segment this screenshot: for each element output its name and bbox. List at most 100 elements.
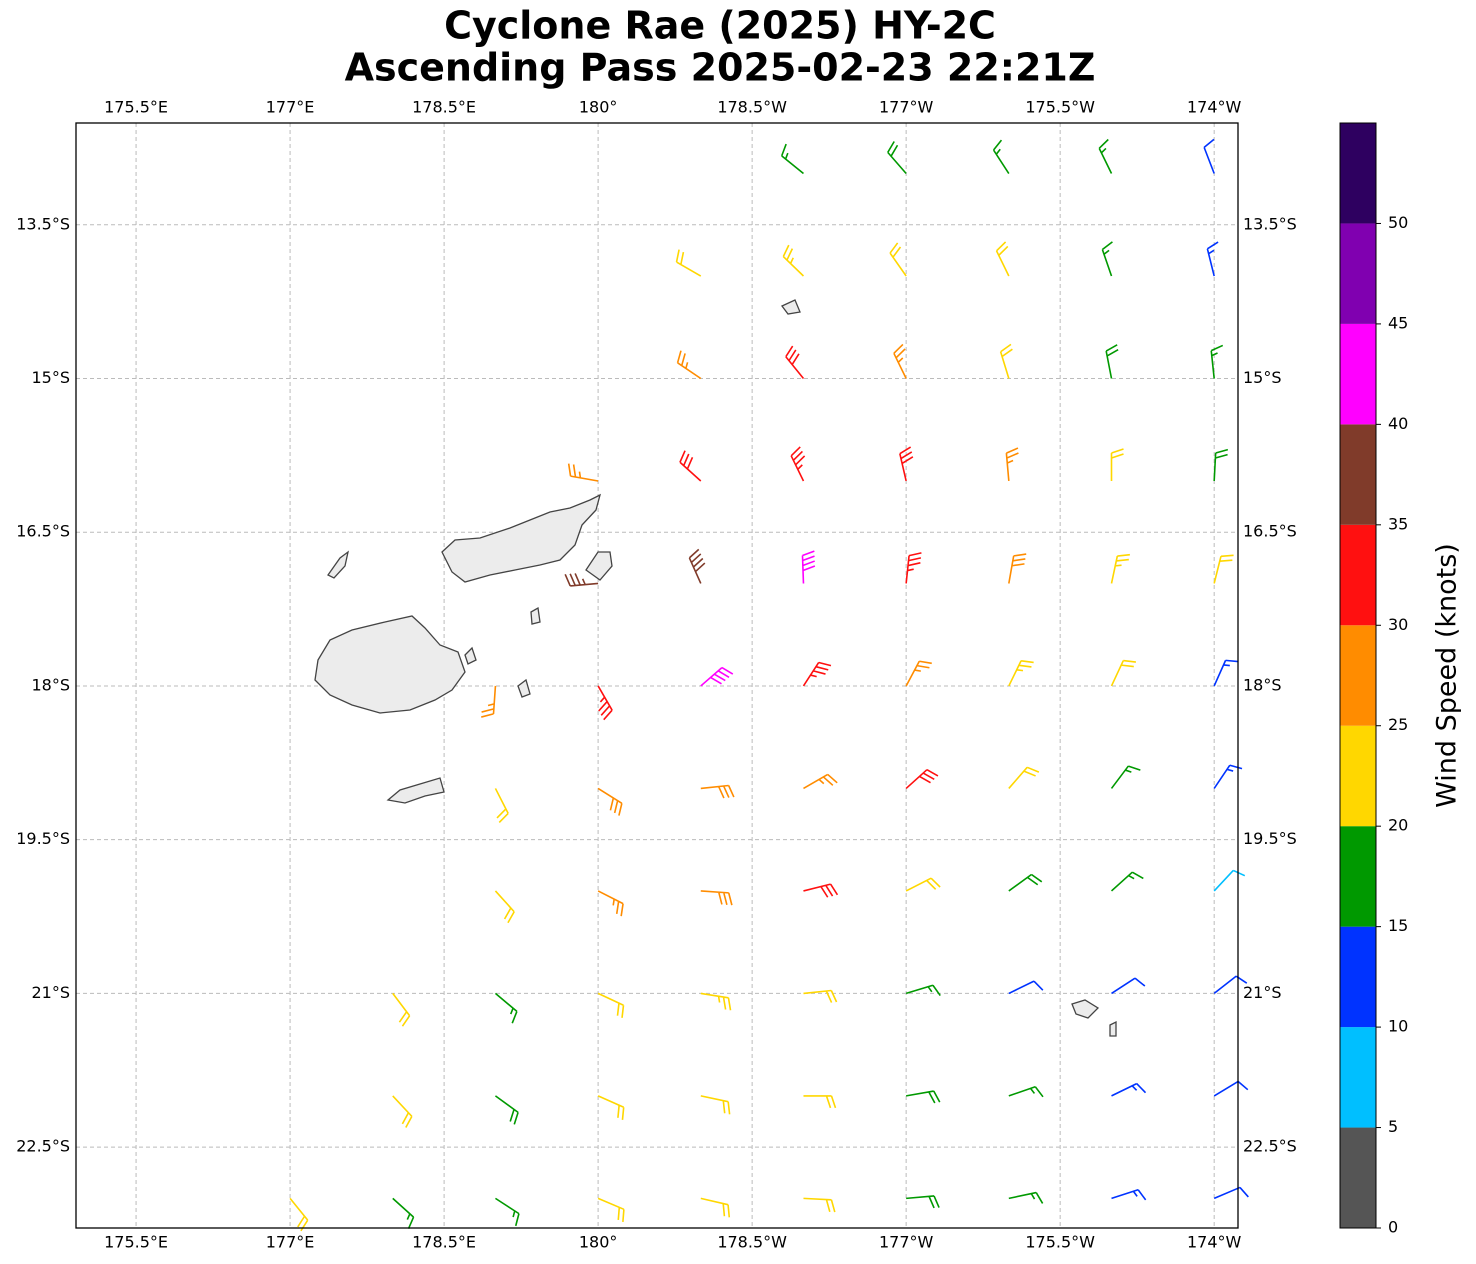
wind-barb bbox=[887, 141, 907, 175]
island bbox=[780, 299, 801, 315]
wind-barb bbox=[803, 773, 838, 790]
wind-barb bbox=[700, 1095, 731, 1115]
lon-label: 178.5°E bbox=[412, 98, 476, 117]
lat-label: 16.5°S bbox=[16, 522, 70, 541]
wind-barb bbox=[899, 446, 914, 482]
lon-label: 175.5°W bbox=[1025, 98, 1095, 117]
colorbar-segment bbox=[1340, 1027, 1376, 1128]
wind-barb bbox=[564, 573, 599, 587]
island bbox=[585, 551, 613, 581]
colorbar-frame bbox=[1339, 122, 1377, 1229]
lon-label: 180° bbox=[579, 98, 618, 117]
lat-label: 22.5°S bbox=[1243, 1137, 1297, 1156]
wind-barb bbox=[1008, 766, 1040, 789]
wind-barb bbox=[802, 661, 832, 687]
wind-barb bbox=[1008, 1191, 1044, 1204]
lat-label: 16.5°S bbox=[1243, 522, 1297, 541]
wind-barb bbox=[803, 883, 839, 898]
lat-label: 22.5°S bbox=[16, 1137, 70, 1156]
colorbar-tick-label: 15 bbox=[1388, 916, 1408, 935]
colorbar-tick-label: 45 bbox=[1388, 313, 1408, 332]
lon-label: 175.5°E bbox=[104, 98, 168, 117]
lon-label: 175.5°W bbox=[1025, 1233, 1095, 1252]
wind-barb bbox=[1213, 1186, 1249, 1200]
wind-barb bbox=[1008, 873, 1043, 892]
colorbar-segment bbox=[1340, 424, 1376, 525]
wind-barb bbox=[905, 769, 939, 790]
colorbar-tick-label: 5 bbox=[1388, 1117, 1398, 1136]
wind-barb bbox=[1213, 554, 1234, 584]
colorbar: 0 5 10 15 20 25 30 35 40 45 50 Wind Speed (knots) bbox=[1339, 122, 1463, 1237]
wind-barb bbox=[1110, 553, 1130, 584]
wind-barb bbox=[790, 446, 806, 482]
barbs bbox=[289, 138, 1249, 1232]
wind-barb bbox=[801, 550, 816, 584]
wind-barb bbox=[780, 143, 804, 175]
wind-barb bbox=[597, 1095, 625, 1120]
wind-barb bbox=[1008, 980, 1044, 995]
wind-barb bbox=[494, 1095, 519, 1125]
wind-barb bbox=[1110, 871, 1144, 892]
lat-label: 21°S bbox=[31, 983, 70, 1002]
island bbox=[327, 550, 349, 579]
wind-barb bbox=[1213, 764, 1243, 789]
wind-barb bbox=[782, 244, 805, 277]
colorbar-segment bbox=[1340, 123, 1376, 224]
island bbox=[530, 606, 541, 625]
wind-barb bbox=[494, 992, 518, 1024]
wind-barb bbox=[906, 1090, 941, 1104]
lon-label: 174°W bbox=[1187, 1233, 1242, 1252]
colorbar-tick-label: 25 bbox=[1388, 715, 1408, 734]
wind-barb bbox=[392, 992, 411, 1027]
wind-barb bbox=[392, 1197, 415, 1230]
colorbar-tick-label: 40 bbox=[1388, 414, 1408, 433]
wind-barb bbox=[1105, 344, 1119, 379]
wind-barb bbox=[597, 1197, 625, 1222]
lon-label: 177°E bbox=[266, 1233, 315, 1252]
wind-barb bbox=[1101, 241, 1113, 277]
wind-barb bbox=[1213, 1080, 1249, 1097]
wind-barb bbox=[992, 139, 1010, 174]
wind-barb bbox=[1213, 659, 1239, 687]
wind-barb bbox=[785, 345, 805, 380]
wind-barb bbox=[679, 450, 702, 482]
wind-barb bbox=[597, 890, 624, 917]
lon-label: 177°W bbox=[879, 98, 934, 117]
wind-barb bbox=[700, 1197, 731, 1218]
colorbar-tick-label: 35 bbox=[1388, 514, 1408, 533]
lat-label: 15°S bbox=[31, 368, 70, 387]
lon-label: 177°W bbox=[879, 1233, 934, 1252]
colorbar-segment bbox=[1340, 826, 1376, 927]
colorbar-segment bbox=[1340, 1127, 1376, 1228]
colorbar-tick-label: 0 bbox=[1388, 1218, 1398, 1237]
wind-barb bbox=[1210, 344, 1224, 379]
lon-label: 177°E bbox=[266, 98, 315, 117]
colorbar-tick-label: 30 bbox=[1388, 615, 1408, 634]
wind-barb bbox=[1111, 977, 1146, 995]
lat-label: 19.5°S bbox=[16, 829, 70, 848]
island bbox=[1071, 999, 1100, 1019]
wind-barb bbox=[893, 343, 907, 379]
wind-barb bbox=[1213, 869, 1246, 892]
lat-label: 19.5°S bbox=[1243, 829, 1297, 848]
wind-barb bbox=[905, 984, 941, 996]
wind-barb bbox=[1213, 448, 1229, 482]
wind-barb bbox=[1110, 659, 1136, 687]
wind-barb bbox=[676, 350, 702, 380]
wind-barb bbox=[1008, 1086, 1044, 1098]
lat-label: 18°S bbox=[31, 675, 70, 694]
wind-barb bbox=[700, 784, 735, 799]
grid bbox=[76, 123, 1238, 1228]
lat-label: 18°S bbox=[1243, 675, 1282, 694]
island bbox=[517, 678, 531, 698]
colorbar-segment bbox=[1340, 625, 1376, 726]
wind-barb bbox=[995, 241, 1010, 277]
wind-barb bbox=[1110, 448, 1124, 481]
colorbar-segment bbox=[1340, 725, 1376, 827]
wind-barb bbox=[597, 787, 623, 816]
lon-label: 175.5°E bbox=[104, 1233, 168, 1252]
colorbar-tick-label: 10 bbox=[1388, 1017, 1408, 1036]
wind-barb bbox=[481, 685, 497, 718]
wind-barb bbox=[803, 1095, 837, 1109]
